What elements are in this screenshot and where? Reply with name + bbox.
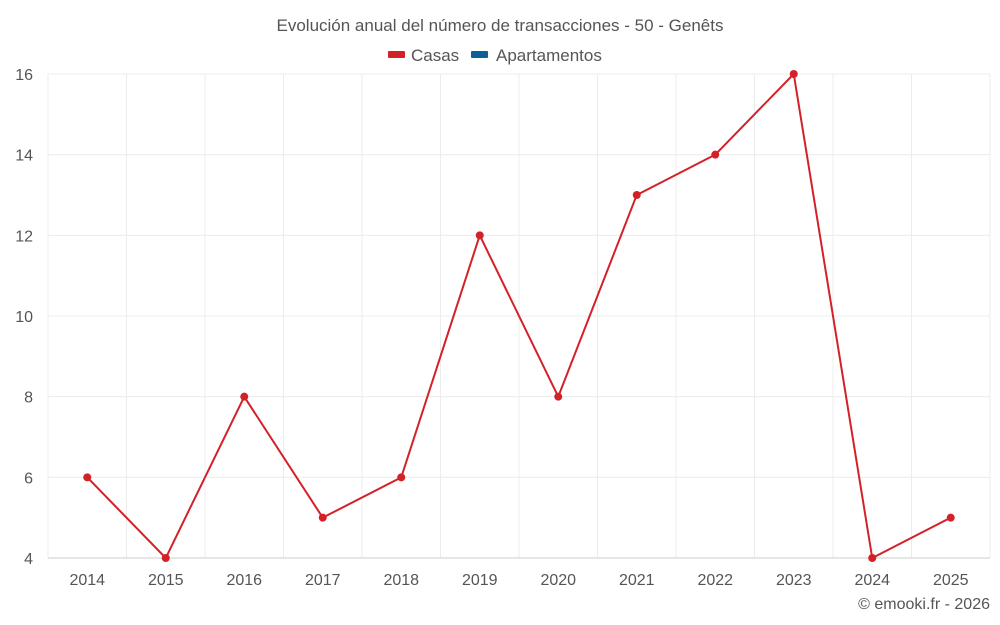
y-tick-label: 10 xyxy=(15,309,33,326)
data-point[interactable] xyxy=(632,191,641,199)
x-tick-label: 2019 xyxy=(462,572,498,589)
data-point[interactable] xyxy=(397,473,406,482)
data-point[interactable] xyxy=(789,70,798,78)
series-line-casas xyxy=(86,73,952,559)
legend-swatch-casas xyxy=(388,51,405,58)
y-tick-label: 14 xyxy=(15,148,33,165)
x-tick-label: 2014 xyxy=(69,572,105,589)
y-tick-label: 4 xyxy=(24,551,33,568)
data-point[interactable] xyxy=(83,473,92,482)
data-point[interactable] xyxy=(946,513,955,522)
data-point[interactable] xyxy=(554,392,563,401)
x-tick-label: 2020 xyxy=(540,572,576,589)
x-tick-label: 2018 xyxy=(383,572,419,589)
x-tick-label: 2021 xyxy=(619,572,655,589)
x-tick-label: 2017 xyxy=(305,572,341,589)
legend-swatch-apartamentos xyxy=(471,51,488,58)
x-axis-ticks: 2014 2015 2016 2017 2018 2019 2020 2021 2022 2023… xyxy=(69,572,968,589)
legend-item-casas[interactable]: Casas xyxy=(388,46,459,65)
y-tick-label: 16 xyxy=(15,67,33,84)
y-tick-label: 12 xyxy=(15,228,33,245)
data-point[interactable] xyxy=(161,554,170,562)
credit-text: © emooki.fr - 2026 xyxy=(858,596,990,613)
x-tick-label: 2015 xyxy=(148,572,184,589)
data-point[interactable] xyxy=(318,513,327,522)
legend: Casas Apartamentos xyxy=(388,46,602,65)
data-point[interactable] xyxy=(868,554,877,562)
legend-item-apartamentos[interactable]: Apartamentos xyxy=(471,46,602,65)
data-point[interactable] xyxy=(240,392,249,401)
x-tick-label: 2025 xyxy=(933,572,969,589)
x-tick-label: 2016 xyxy=(226,572,262,589)
x-tick-label: 2024 xyxy=(854,572,890,589)
series-casas xyxy=(83,70,955,562)
data-point[interactable] xyxy=(475,231,484,240)
data-point[interactable] xyxy=(711,150,720,159)
legend-label-apartamentos: Apartamentos xyxy=(496,46,602,65)
y-tick-label: 6 xyxy=(24,470,33,487)
x-tick-label: 2023 xyxy=(776,572,812,589)
chart-title: Evolución anual del número de transaccio… xyxy=(277,16,724,35)
y-tick-label: 8 xyxy=(24,390,33,407)
y-axis-ticks: 4 6 8 10 12 14 16 xyxy=(15,67,33,568)
legend-label-casas: Casas xyxy=(411,46,459,65)
x-tick-label: 2022 xyxy=(697,572,733,589)
